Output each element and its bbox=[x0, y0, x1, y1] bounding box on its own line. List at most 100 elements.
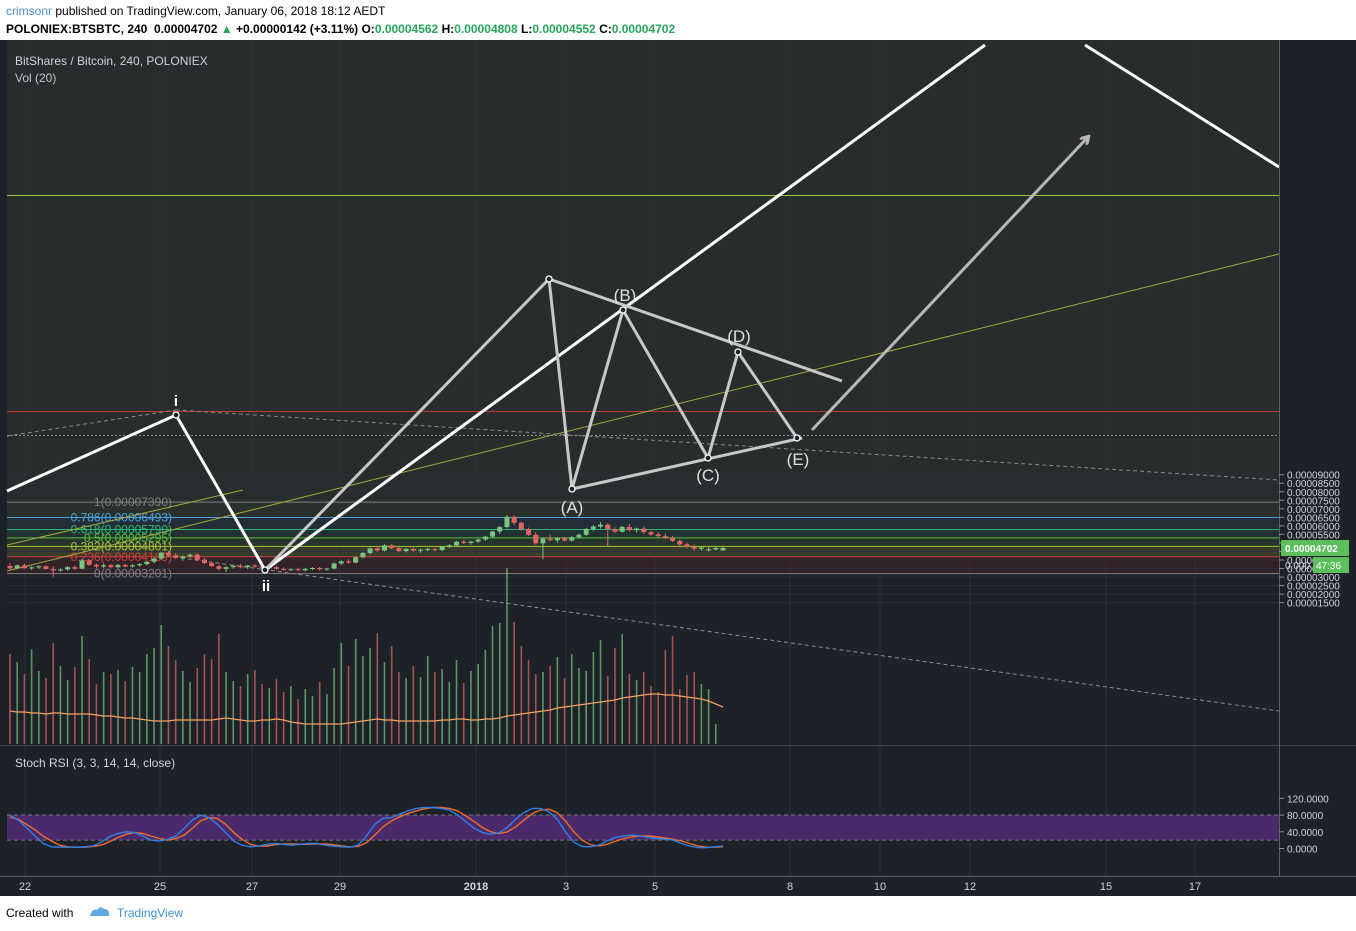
last-price: 0.00004702 bbox=[154, 22, 218, 36]
candle-body bbox=[65, 567, 71, 570]
candle-body bbox=[129, 565, 135, 567]
publish-text: published on TradingView.com, January 06… bbox=[55, 4, 386, 18]
time-tick-label: 2018 bbox=[464, 881, 488, 893]
open-value: 0.00004562 bbox=[374, 22, 439, 36]
time-tick-label: 27 bbox=[246, 881, 258, 893]
triangle-lower-line bbox=[571, 436, 803, 491]
candle-body bbox=[396, 548, 402, 552]
osc-tick-label: 0.0000 bbox=[1287, 845, 1318, 856]
dashed-trendline bbox=[6, 409, 177, 437]
candle-body bbox=[281, 568, 287, 570]
countdown-badge bbox=[1313, 557, 1349, 574]
candle-body bbox=[648, 532, 654, 535]
candle-body bbox=[425, 549, 431, 551]
countdown-prefix: 0.000 bbox=[1285, 561, 1310, 572]
candle-body bbox=[86, 560, 92, 565]
candle-body bbox=[353, 557, 359, 563]
osc-tick-label: 40.0000 bbox=[1287, 828, 1324, 839]
candle-body bbox=[165, 552, 171, 556]
candle-body bbox=[605, 524, 611, 529]
candle-body bbox=[158, 552, 164, 559]
candle-body bbox=[713, 548, 719, 550]
wave-label: i bbox=[174, 393, 178, 410]
fib-level-label: 1(0.00007390) bbox=[94, 495, 172, 509]
candle-body bbox=[583, 528, 589, 535]
dashed-trendline bbox=[175, 409, 1280, 481]
candle-body bbox=[317, 568, 323, 570]
candle-body bbox=[497, 527, 503, 532]
candle-body bbox=[108, 565, 114, 568]
candle-body bbox=[187, 554, 193, 557]
wave-label: (E) bbox=[787, 450, 810, 469]
candle-body bbox=[36, 566, 42, 568]
price-tick-label: 0.00007500 bbox=[1287, 496, 1340, 507]
wave-label: (C) bbox=[696, 466, 720, 485]
candle-body bbox=[619, 526, 625, 532]
osc-tick-label: 120.0000 bbox=[1287, 794, 1329, 805]
pivot-point bbox=[172, 411, 180, 419]
candle-body bbox=[410, 548, 416, 551]
price-tick-label: 0.00002000 bbox=[1287, 590, 1340, 601]
price-tick-label: 0.00008500 bbox=[1287, 479, 1340, 490]
volume-legend: Vol (20) bbox=[15, 71, 56, 85]
candle-body bbox=[626, 526, 632, 531]
time-tick-label: 5 bbox=[652, 881, 658, 893]
candle-body bbox=[338, 561, 344, 564]
wave-label: (D) bbox=[727, 327, 751, 346]
stoch-d-line bbox=[9, 806, 724, 848]
candle-body bbox=[482, 536, 488, 540]
price-tick-label: 0.00006500 bbox=[1287, 513, 1340, 524]
candle-body bbox=[252, 565, 258, 567]
candle-body bbox=[691, 546, 697, 549]
thin-trendlines bbox=[6, 253, 1280, 712]
candle-body bbox=[684, 544, 690, 547]
candle-body bbox=[454, 541, 460, 546]
fib-zone bbox=[7, 502, 1279, 518]
candle-body bbox=[576, 534, 582, 538]
wave-label: ii bbox=[262, 578, 270, 595]
candle-body bbox=[201, 559, 207, 564]
wave-drawings bbox=[6, 43, 1280, 574]
candle-body bbox=[677, 540, 683, 545]
price-tick-label: 0.00008000 bbox=[1287, 488, 1340, 499]
candle-body bbox=[698, 547, 704, 549]
candle-body bbox=[518, 522, 524, 530]
candle-body bbox=[309, 568, 315, 570]
fib-level-label: 0.382(0.00004801) bbox=[71, 539, 172, 553]
time-tick-label: 29 bbox=[334, 881, 346, 893]
pivot-point bbox=[619, 306, 627, 314]
time-tick-label: 12 bbox=[964, 881, 976, 893]
pivot-point bbox=[734, 348, 742, 356]
price-tick-label: 0.00002500 bbox=[1287, 582, 1340, 593]
time-tick-label: 8 bbox=[787, 881, 793, 893]
time-tick-label: 22 bbox=[19, 881, 31, 893]
candle-body bbox=[7, 565, 13, 569]
candle-body bbox=[295, 569, 301, 571]
candle-body bbox=[655, 534, 661, 537]
current-price-label: 0.00004702 bbox=[1285, 544, 1338, 555]
wave-label: (B) bbox=[614, 286, 637, 305]
wave-labels: iii(A)(B)(C)(D)(E) bbox=[174, 286, 809, 595]
candle-body bbox=[468, 541, 474, 543]
ohlc-bar: POLONIEX:BTSBTC, 240 0.00004702 ▲ +0.000… bbox=[6, 22, 675, 36]
close-label: C: bbox=[599, 22, 612, 36]
volume-ma-line bbox=[9, 693, 724, 725]
author-link[interactable]: crimsonr bbox=[6, 4, 53, 18]
candle-body bbox=[439, 546, 445, 551]
candle-body bbox=[93, 564, 99, 567]
price-change: +0.00000142 (+3.11%) bbox=[236, 22, 359, 36]
time-tick-label: 10 bbox=[874, 881, 886, 893]
tradingview-link[interactable]: TradingView bbox=[117, 906, 184, 920]
countdown-label: 47:36 bbox=[1316, 561, 1341, 572]
fib-zone bbox=[7, 517, 1279, 530]
time-tick-label: 17 bbox=[1189, 881, 1201, 893]
candle-body bbox=[511, 516, 517, 523]
wave-label: (A) bbox=[561, 498, 584, 517]
price-tick-label: 0.00005500 bbox=[1287, 530, 1340, 541]
candle-body bbox=[14, 565, 20, 569]
chart-canvas[interactable]: 1(0.00007390)0.786(0.00006493)0.618(0.00… bbox=[0, 40, 1356, 896]
candle-body bbox=[540, 538, 546, 544]
candle-body bbox=[612, 528, 618, 532]
time-tick-label: 25 bbox=[154, 881, 166, 893]
candle-body bbox=[461, 541, 467, 543]
